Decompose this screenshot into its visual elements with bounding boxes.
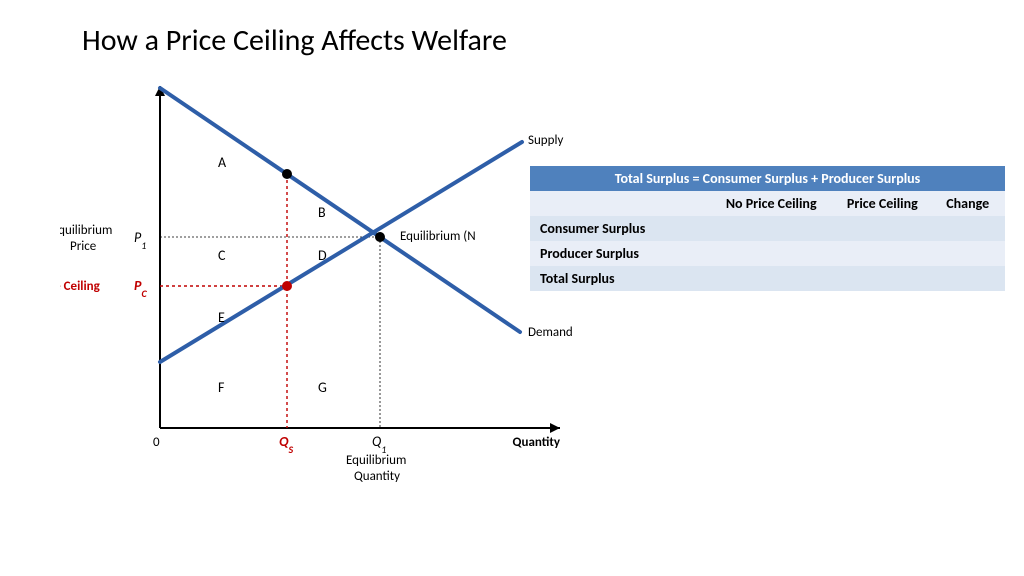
svg-text:D: D — [318, 247, 327, 264]
page-title: How a Price Ceiling Affects Welfare — [82, 22, 507, 59]
table-col-header: Change — [936, 191, 1005, 216]
table-header-row: No Price CeilingPrice CeilingChange — [530, 191, 1005, 216]
table-cell — [716, 266, 837, 291]
table-cell — [837, 266, 936, 291]
row-label: Total Surplus — [530, 266, 716, 291]
table-row: Producer Surplus — [530, 241, 1005, 266]
table-cell — [936, 241, 1005, 266]
svg-text:G: G — [318, 379, 327, 396]
table-title-row: Total Surplus = Consumer Surplus + Produ… — [530, 166, 1005, 191]
svg-text:Supply: Supply — [528, 133, 563, 148]
table-cell — [716, 241, 837, 266]
table-col-header: Price Ceiling — [837, 191, 936, 216]
svg-text:B: B — [318, 204, 326, 221]
table-row: Consumer Surplus — [530, 216, 1005, 241]
chart-svg: Demand Supply Price Quantity 0 Equilibrium (N… — [60, 82, 620, 522]
svg-text:0: 0 — [153, 435, 160, 450]
welfare-chart: Demand Supply Price Quantity 0 Equilibrium (N… — [60, 82, 620, 522]
row-label: Producer Surplus — [530, 241, 716, 266]
table-col-header — [530, 191, 716, 216]
svg-text:A: A — [218, 154, 227, 171]
table-cell — [936, 266, 1005, 291]
svg-text:Demand: Demand — [528, 325, 573, 340]
surplus-table: Total Surplus = Consumer Surplus + Produ… — [530, 166, 1005, 291]
svg-text:Price: Price — [126, 82, 153, 86]
table-cell — [837, 241, 936, 266]
table-cell — [936, 216, 1005, 241]
table-col-header: No Price Ceiling — [716, 191, 837, 216]
svg-text:F: F — [218, 379, 225, 396]
svg-text:Equilibrium (N: Equilibrium (N — [400, 229, 476, 244]
table-row: Total Surplus — [530, 266, 1005, 291]
svg-text:P1: P1 — [134, 229, 146, 252]
svg-text:E: E — [218, 309, 225, 326]
table-title: Total Surplus = Consumer Surplus + Produ… — [530, 166, 1005, 191]
svg-text:QS: QS — [279, 433, 293, 456]
svg-text:EquilibriumPrice: EquilibriumPrice — [60, 223, 112, 254]
svg-text:Price Ceiling: Price Ceiling — [60, 279, 101, 294]
svg-text:Quantity: Quantity — [513, 435, 561, 450]
svg-text:PC: PC — [134, 277, 147, 300]
svg-text:C: C — [218, 247, 226, 264]
svg-text:EquilibriumQuantity: EquilibriumQuantity — [346, 453, 406, 484]
table-cell — [716, 216, 837, 241]
table-cell — [837, 216, 936, 241]
row-label: Consumer Surplus — [530, 216, 716, 241]
